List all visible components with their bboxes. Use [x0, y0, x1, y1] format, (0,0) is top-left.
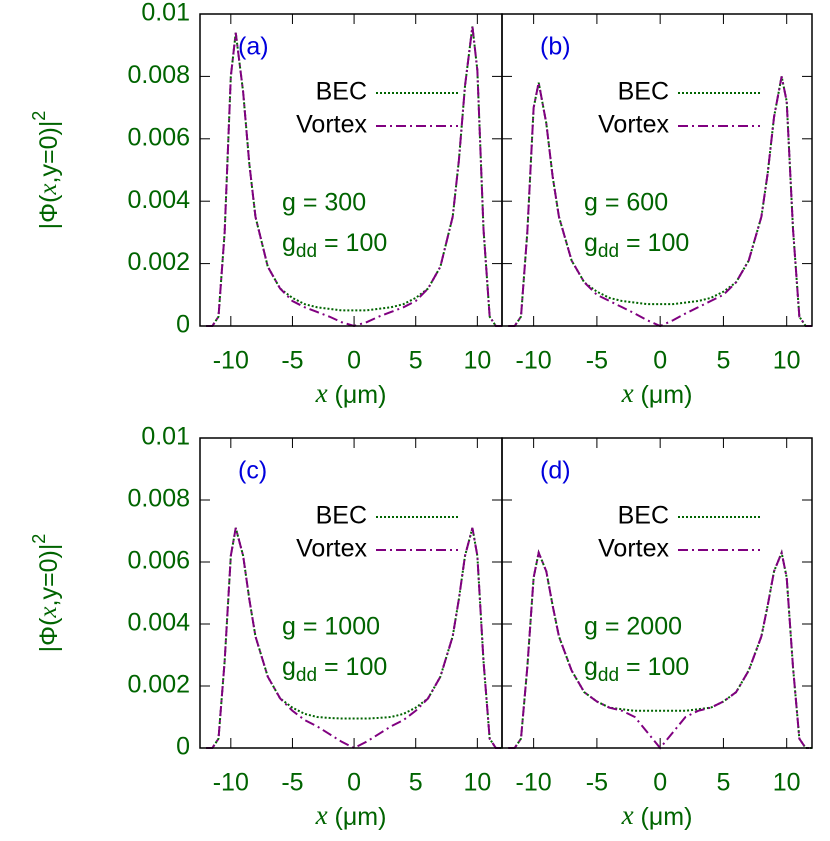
y-axis-label-part: |Φ(	[35, 617, 63, 652]
x-tick-label: 5	[716, 769, 730, 797]
annotation-part: g	[584, 653, 598, 681]
x-axis-label-var: x	[315, 378, 328, 408]
x-tick-label: -10	[213, 347, 249, 375]
panel-label: (a)	[238, 33, 269, 61]
y-tick-label: 0.006	[127, 547, 190, 575]
annotation-subscript: dd	[296, 665, 317, 686]
x-tick-label: -10	[213, 769, 249, 797]
y-tick-label: 0.01	[141, 423, 190, 451]
y-tick-label: 0.008	[127, 485, 190, 513]
x-tick-label: 5	[716, 347, 730, 375]
legend-label: Vortex	[598, 535, 669, 563]
x-tick-label: -5	[281, 347, 303, 375]
y-axis-label-sup: 2	[29, 111, 49, 121]
x-tick-label: 10	[463, 769, 491, 797]
y-tick-label: 0	[176, 733, 190, 761]
legend-label: BEC	[618, 502, 669, 530]
series-line	[508, 549, 812, 750]
panel-label: (b)	[540, 33, 571, 61]
panel-label: (c)	[238, 457, 267, 485]
x-axis-label: x (μm)	[315, 378, 387, 408]
x-axis-label-unit: (μm)	[328, 803, 387, 831]
y-axis-label-var: x	[35, 183, 62, 195]
annotation-subscript: dd	[296, 241, 317, 262]
annotation: gdd = 100	[584, 653, 689, 686]
y-tick-label: 0.006	[127, 123, 190, 151]
legend-label: Vortex	[296, 535, 367, 563]
y-tick-label: 0.004	[127, 609, 190, 637]
x-tick-label: -10	[516, 347, 552, 375]
x-axis-label-var: x	[621, 800, 634, 830]
series-line	[508, 76, 812, 327]
y-tick-label: 0.01	[141, 0, 190, 27]
x-axis-label-unit: (μm)	[328, 381, 387, 409]
annotation-part: = 100	[619, 653, 689, 681]
annotation: gdd = 100	[584, 229, 689, 262]
annotation-part: = 100	[619, 229, 689, 257]
legend-label: Vortex	[296, 111, 367, 139]
x-axis-label-var: x	[621, 378, 634, 408]
y-axis-label-part: ,y=0)|	[35, 544, 63, 607]
x-tick-label: 10	[463, 347, 491, 375]
annotation-part: g	[584, 229, 598, 257]
annotation-part: g	[282, 229, 296, 257]
legend-label: BEC	[316, 502, 367, 530]
y-axis-label-var: x	[35, 606, 62, 618]
annotation: g = 1000	[282, 613, 380, 641]
y-tick-label: 0.004	[127, 186, 190, 214]
annotation: gdd = 100	[282, 229, 387, 262]
y-tick-label: 0.002	[127, 671, 190, 699]
y-axis-label: |Φ(x,y=0)|2	[29, 534, 63, 653]
annotation-part: = 100	[317, 229, 387, 257]
x-tick-label: 5	[409, 347, 423, 375]
x-tick-label: 0	[347, 769, 361, 797]
legend-label: BEC	[618, 78, 669, 106]
y-tick-label: 0.002	[127, 248, 190, 276]
series-line	[508, 549, 812, 749]
x-tick-label: -10	[516, 769, 552, 797]
y-axis-label-sup: 2	[29, 534, 49, 544]
x-axis-label-unit: (μm)	[634, 803, 693, 831]
x-axis-label-var: x	[315, 800, 328, 830]
x-tick-label: 0	[653, 347, 667, 375]
plot-frame	[199, 13, 503, 327]
y-axis-label-part: |Φ(	[35, 194, 63, 229]
y-tick-label: 0	[176, 311, 190, 339]
x-axis-label-unit: (μm)	[634, 381, 693, 409]
x-tick-label: -5	[586, 769, 608, 797]
annotation-part: = 100	[317, 653, 387, 681]
x-tick-label: -5	[586, 347, 608, 375]
x-tick-label: 5	[409, 769, 423, 797]
annotation: g = 300	[282, 189, 366, 217]
x-axis-label: x (μm)	[315, 800, 387, 830]
plot-frame	[501, 13, 813, 327]
series-line	[206, 26, 502, 328]
plot-frame	[501, 437, 813, 749]
y-tick-label: 0.008	[127, 61, 190, 89]
y-axis-label: |Φ(x,y=0)|2	[29, 111, 63, 230]
annotation: g = 2000	[584, 613, 682, 641]
x-tick-label: 0	[347, 347, 361, 375]
legend-label: BEC	[316, 78, 367, 106]
annotation: gdd = 100	[282, 653, 387, 686]
panel-label: (d)	[540, 457, 571, 485]
annotation-subscript: dd	[598, 665, 619, 686]
x-axis-label: x (μm)	[621, 800, 693, 830]
x-tick-label: -5	[281, 769, 303, 797]
annotation: g = 600	[584, 189, 668, 217]
legend-label: Vortex	[598, 111, 669, 139]
x-tick-label: 10	[773, 347, 801, 375]
x-tick-label: 0	[653, 769, 667, 797]
annotation-subscript: dd	[598, 241, 619, 262]
x-axis-label: x (μm)	[621, 378, 693, 408]
annotation-part: g	[282, 653, 296, 681]
y-axis-label-part: ,y=0)|	[35, 121, 63, 184]
x-tick-label: 10	[773, 769, 801, 797]
series-line	[206, 527, 502, 749]
